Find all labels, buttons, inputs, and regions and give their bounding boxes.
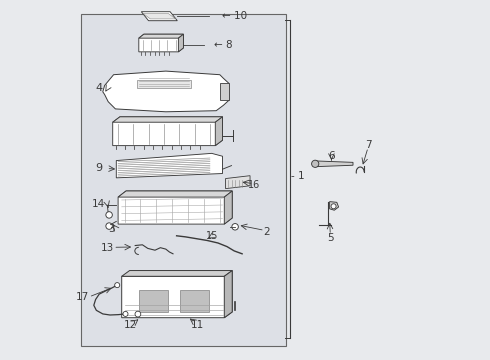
Text: ← 8: ← 8 — [215, 40, 233, 50]
Text: 16: 16 — [247, 180, 260, 190]
Polygon shape — [220, 83, 229, 100]
Text: 13: 13 — [101, 243, 114, 253]
Text: 12: 12 — [124, 320, 137, 330]
Polygon shape — [224, 271, 232, 318]
Text: 15: 15 — [206, 231, 218, 241]
Circle shape — [331, 204, 336, 209]
Circle shape — [232, 224, 238, 230]
Polygon shape — [137, 80, 191, 88]
Polygon shape — [330, 202, 339, 210]
Text: 5: 5 — [327, 233, 334, 243]
Polygon shape — [139, 34, 183, 38]
Text: - 1: - 1 — [291, 171, 305, 181]
Polygon shape — [122, 271, 232, 318]
Polygon shape — [224, 191, 232, 224]
Polygon shape — [139, 34, 183, 52]
Circle shape — [115, 283, 120, 288]
Text: ← 10: ← 10 — [221, 11, 247, 21]
Polygon shape — [315, 161, 353, 167]
Text: 3: 3 — [108, 224, 114, 234]
Polygon shape — [122, 271, 232, 276]
Text: 14: 14 — [92, 199, 105, 210]
Text: 4: 4 — [95, 83, 102, 93]
Polygon shape — [118, 191, 232, 224]
Circle shape — [123, 311, 128, 316]
Circle shape — [135, 311, 141, 317]
Text: 11: 11 — [191, 320, 204, 330]
Polygon shape — [225, 176, 250, 189]
Polygon shape — [113, 117, 222, 122]
Polygon shape — [103, 71, 229, 112]
Polygon shape — [180, 290, 209, 312]
Circle shape — [312, 160, 319, 167]
Polygon shape — [215, 117, 222, 146]
Polygon shape — [178, 34, 183, 52]
Text: 7: 7 — [365, 140, 371, 150]
Circle shape — [106, 223, 112, 229]
Text: 9: 9 — [95, 163, 102, 174]
Polygon shape — [113, 117, 222, 146]
Polygon shape — [118, 191, 232, 197]
Polygon shape — [116, 153, 222, 178]
Circle shape — [106, 212, 112, 218]
Text: 2: 2 — [263, 227, 270, 237]
Polygon shape — [139, 290, 168, 312]
Text: 17: 17 — [75, 292, 89, 302]
Text: 6: 6 — [328, 150, 335, 161]
Polygon shape — [143, 14, 175, 19]
Polygon shape — [141, 12, 177, 21]
Bar — [81, 14, 286, 346]
